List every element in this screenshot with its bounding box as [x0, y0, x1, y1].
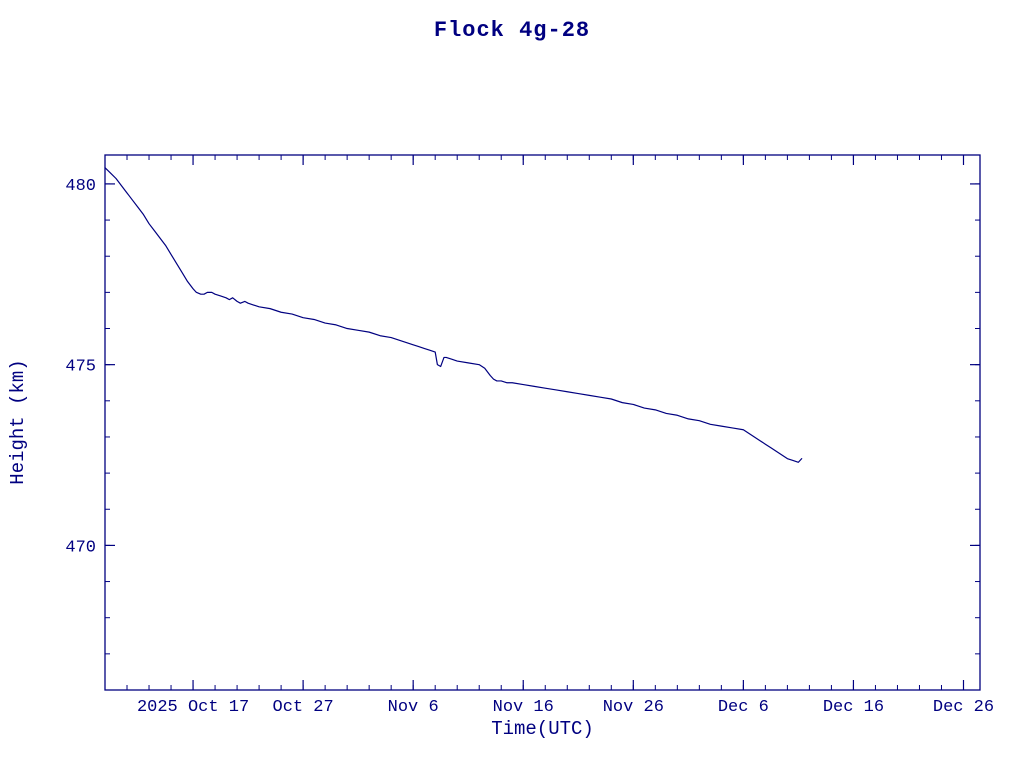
x-tick-label: Nov 6: [388, 698, 439, 717]
y-tick-label: 470: [65, 538, 96, 557]
x-tick-label: 2025 Oct 17: [137, 698, 249, 717]
x-tick-label: Dec 16: [823, 698, 884, 717]
x-tick-label: Oct 27: [273, 698, 334, 717]
x-tick-label: Nov 26: [603, 698, 664, 717]
y-tick-label: 480: [65, 177, 96, 196]
x-tick-label: Nov 16: [493, 698, 554, 717]
x-tick-label: Dec 6: [718, 698, 769, 717]
plot-frame: [104, 154, 981, 691]
x-axis-label: Time(UTC): [491, 718, 594, 740]
x-tick-label: Dec 26: [933, 698, 994, 717]
height-series-line: [104, 167, 803, 463]
y-tick-label: 475: [65, 358, 96, 377]
chart-title: Flock 4g-28: [433, 18, 591, 43]
